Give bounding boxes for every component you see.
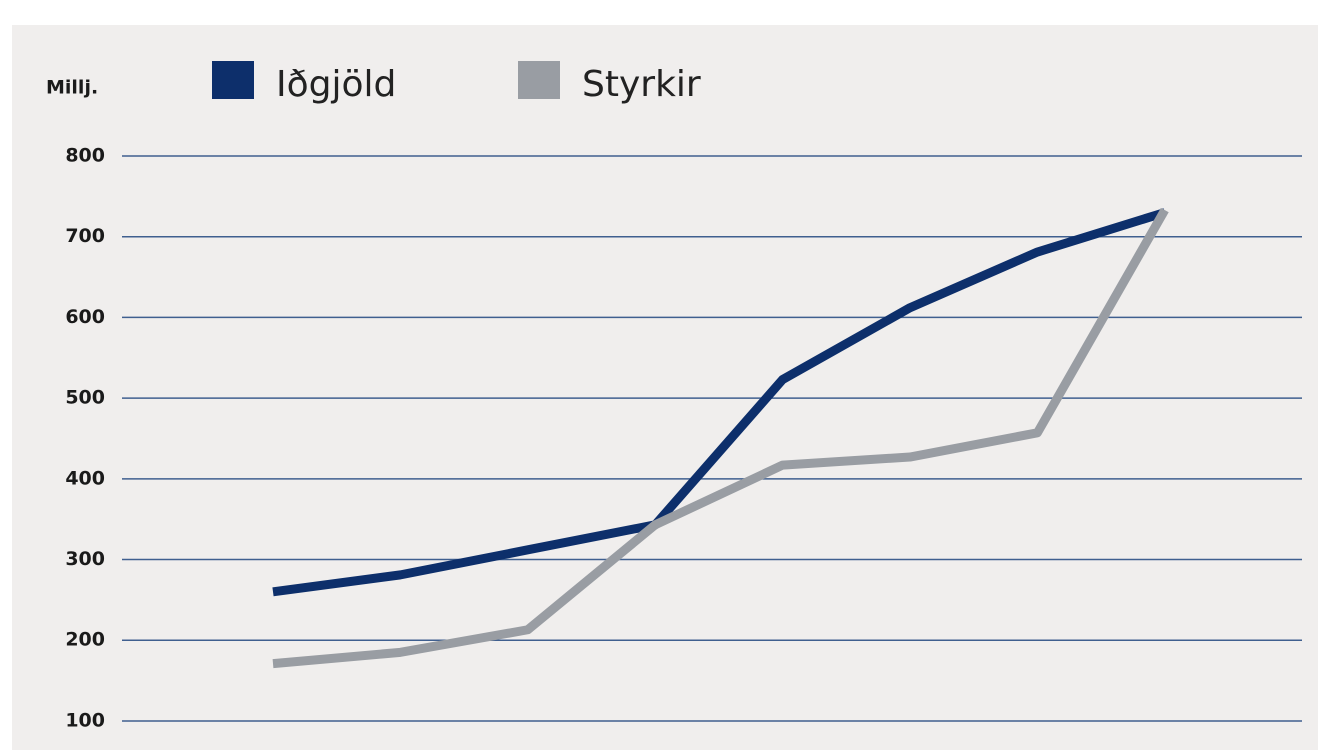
series-line xyxy=(272,208,1167,597)
y-tick-label: 400 xyxy=(65,467,105,489)
y-tick-label: 300 xyxy=(65,548,105,570)
legend-swatch xyxy=(212,61,254,99)
y-tick-label: 600 xyxy=(65,306,105,328)
y-tick-label: 500 xyxy=(65,387,105,409)
legend-swatch xyxy=(518,61,560,99)
y-tick-label: 200 xyxy=(65,629,105,651)
y-axis-label: Millj. xyxy=(46,77,98,99)
y-tick-label: 100 xyxy=(65,709,105,731)
y-tick-label: 800 xyxy=(65,145,105,167)
series-line xyxy=(272,207,1169,669)
legend-label: Iðgjöld xyxy=(276,64,396,105)
y-tick-label: 700 xyxy=(65,225,105,247)
plot-panel xyxy=(12,25,1318,750)
legend-label: Styrkir xyxy=(582,64,701,105)
